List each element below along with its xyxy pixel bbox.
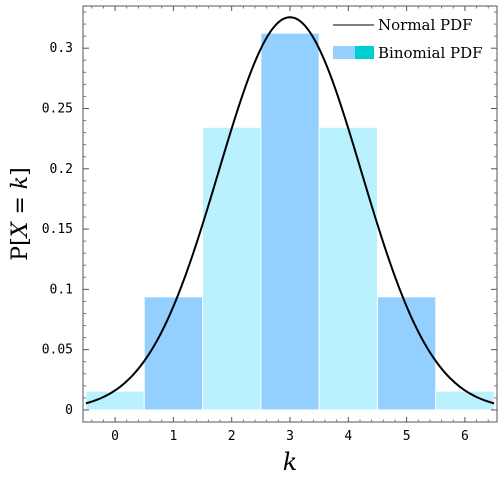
legend-label-normal: Normal PDF xyxy=(378,16,473,34)
binomial-bar xyxy=(260,32,320,411)
y-axis-label-part: X xyxy=(8,220,33,239)
binomial-bar xyxy=(202,126,262,411)
y-tick-label: 0.3 xyxy=(50,41,73,56)
legend-swatch-binomial xyxy=(333,46,355,59)
x-tick-label: 4 xyxy=(344,429,352,444)
y-axis-label: P[X = k] xyxy=(8,167,33,260)
normal-curve-layer xyxy=(85,16,495,405)
binomial-bar xyxy=(143,296,204,411)
y-axis-label-part: k xyxy=(8,176,33,189)
y-tick-label: 0.15 xyxy=(42,222,73,237)
x-tick-label: 6 xyxy=(461,429,469,444)
y-axis-label-part: = xyxy=(8,189,33,221)
y-tick-label: 0.05 xyxy=(42,343,73,358)
binomial-bar xyxy=(376,296,437,411)
x-tick-label: 5 xyxy=(403,429,411,444)
y-tick-label: 0 xyxy=(65,403,73,418)
x-axis-label: k xyxy=(283,448,298,476)
x-tick-label: 2 xyxy=(228,429,236,444)
y-axis-label-part: P[ xyxy=(8,237,33,260)
legend-label-binomial: Binomial PDF xyxy=(378,44,483,62)
legend: Normal PDF Binomial PDF xyxy=(333,16,483,62)
legend-swatch-binomial-accent xyxy=(355,46,374,59)
y-tick-label: 0.1 xyxy=(50,282,73,297)
x-tick-label: 3 xyxy=(286,429,294,444)
normal-pdf-curve xyxy=(85,16,495,405)
y-axis-label-part: ] xyxy=(8,167,33,176)
y-axis-ticks: 0 0.05 0.1 0.15 0.2 0.25 0.3 xyxy=(42,11,497,418)
y-tick-label: 0.2 xyxy=(50,162,73,177)
binomial-bar xyxy=(318,126,378,411)
y-tick-label: 0.25 xyxy=(42,101,73,116)
x-tick-label: 1 xyxy=(169,429,177,444)
x-axis-ticks: 0 1 2 3 4 5 6 xyxy=(91,6,489,444)
x-tick-label: 0 xyxy=(111,429,119,444)
